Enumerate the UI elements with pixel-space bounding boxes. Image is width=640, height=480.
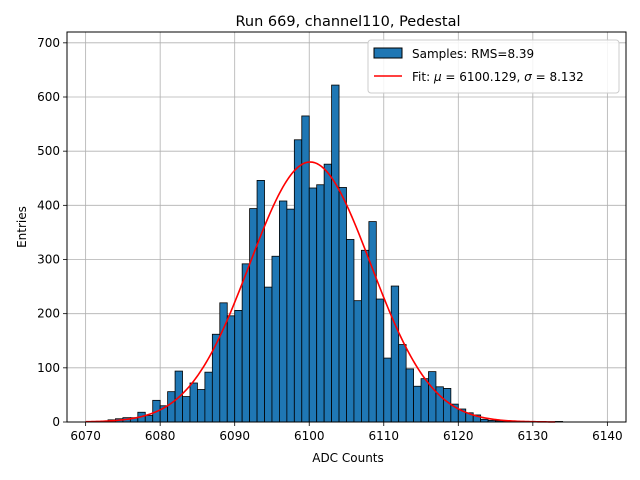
histogram-bar xyxy=(279,200,288,423)
histogram-bar xyxy=(264,286,273,423)
legend-samples-label: Samples: RMS=8.39 xyxy=(412,47,534,61)
histogram-bar xyxy=(331,84,340,423)
histogram-bar xyxy=(375,298,385,423)
histogram-bar xyxy=(234,310,243,423)
histogram-bar xyxy=(316,184,325,423)
legend-fit-label: Fit: μ = 6100.129, σ = 8.132 xyxy=(412,70,584,84)
y-tick-label: 500 xyxy=(37,144,60,158)
x-tick-label: 6080 xyxy=(145,429,176,443)
y-axis-ticks: 0 100 200 300 400 500 600 700 xyxy=(37,36,67,429)
histogram-bar xyxy=(144,415,154,423)
legend-fit-suffix: = 8.132 xyxy=(532,70,584,84)
x-tick-label: 6100 xyxy=(294,429,325,443)
y-tick-label: 200 xyxy=(37,307,60,321)
x-axis-label: ADC Counts xyxy=(312,451,384,465)
histogram-bar xyxy=(204,371,213,423)
histogram-bar xyxy=(428,371,437,423)
histogram-bar xyxy=(405,368,414,423)
histogram-bar xyxy=(256,180,265,423)
histogram-bar xyxy=(241,263,251,423)
histogram-bar xyxy=(197,389,206,423)
histogram-bar xyxy=(383,357,392,423)
chart-title: Run 669, channel110, Pedestal xyxy=(235,14,460,30)
x-tick-label: 6120 xyxy=(443,429,474,443)
histogram-bar xyxy=(323,163,332,423)
fit-curve xyxy=(85,161,556,423)
histogram-bar xyxy=(368,221,377,423)
histogram-bar xyxy=(286,208,295,423)
y-tick-label: 400 xyxy=(37,198,60,212)
histogram-bar xyxy=(308,187,318,423)
legend-fit-mu: μ xyxy=(433,70,442,84)
x-tick-label: 6090 xyxy=(219,429,250,443)
y-tick-label: 700 xyxy=(37,36,60,50)
x-tick-label: 6070 xyxy=(70,429,101,443)
x-tick-label: 6130 xyxy=(518,429,549,443)
histogram-bar xyxy=(249,208,258,423)
histogram-bar xyxy=(353,300,362,423)
histogram-bar xyxy=(420,378,429,423)
legend-fit-mid: = 6100.129, xyxy=(442,70,525,84)
histogram-bar xyxy=(182,396,191,423)
histogram-bar xyxy=(338,187,347,423)
histogram-bar xyxy=(167,391,176,423)
histogram-bar xyxy=(211,333,221,423)
legend-fit-prefix: Fit: xyxy=(412,70,434,84)
y-tick-label: 0 xyxy=(52,415,60,429)
histogram-bars xyxy=(92,84,564,423)
legend-samples-swatch xyxy=(373,47,403,59)
histogram-bar xyxy=(442,388,452,423)
y-tick-label: 100 xyxy=(37,361,60,375)
legend: Samples: RMS=8.39 Fit: μ = 6100.129, σ =… xyxy=(367,39,620,94)
y-tick-label: 300 xyxy=(37,253,60,267)
histogram-bar xyxy=(361,249,370,423)
histogram-bar xyxy=(293,139,303,423)
histogram-bar xyxy=(390,285,400,423)
histogram-bar xyxy=(271,255,280,423)
histogram-bar xyxy=(413,385,422,423)
histogram-bar xyxy=(346,239,355,423)
histogram-bar xyxy=(189,382,198,423)
plot-frame xyxy=(66,31,627,423)
x-tick-label: 6110 xyxy=(368,429,399,443)
x-tick-label: 6140 xyxy=(592,429,623,443)
y-tick-label: 600 xyxy=(37,90,60,104)
legend-fit-sigma: σ xyxy=(524,70,532,84)
y-axis-label: Entries xyxy=(15,206,29,248)
x-axis-ticks: 6070 6080 6090 6100 6110 6120 6130 6140 xyxy=(70,422,623,443)
histogram-bar xyxy=(398,344,407,423)
legend-box xyxy=(367,39,620,94)
histogram-bar xyxy=(226,315,236,423)
